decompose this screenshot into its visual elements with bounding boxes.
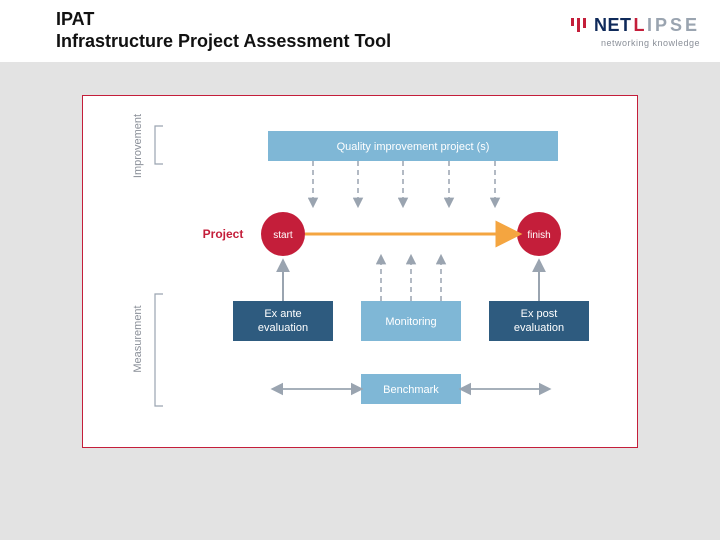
svg-text:evaluation: evaluation bbox=[258, 322, 308, 334]
logo-ipse: IPSE bbox=[647, 15, 700, 36]
svg-text:Ex post: Ex post bbox=[521, 308, 558, 320]
title-line-2: Infrastructure Project Assessment Tool bbox=[56, 31, 391, 53]
logo-net: NET bbox=[594, 15, 632, 36]
svg-text:Ex ante: Ex ante bbox=[264, 308, 301, 320]
logo-top: NET L IPSE bbox=[571, 15, 700, 36]
logo-l: L bbox=[633, 15, 645, 36]
logo: NET L IPSE networking knowledge bbox=[571, 15, 700, 48]
svg-text:finish: finish bbox=[527, 230, 550, 241]
diagram: Quality improvement project (s) Ex ante ev… bbox=[93, 106, 627, 437]
diagram-canvas: Quality improvement project (s) Ex ante ev… bbox=[82, 95, 638, 448]
logo-bars-icon bbox=[571, 18, 586, 32]
svg-text:Quality improvement project (s: Quality improvement project (s) bbox=[337, 141, 490, 153]
svg-text:start: start bbox=[273, 230, 293, 241]
logo-subtitle: networking knowledge bbox=[601, 38, 700, 48]
title-block: IPAT Infrastructure Project Assessment T… bbox=[56, 9, 391, 52]
header-bar: IPAT Infrastructure Project Assessment T… bbox=[0, 0, 720, 62]
svg-text:Measurement: Measurement bbox=[132, 305, 144, 372]
svg-text:Benchmark: Benchmark bbox=[383, 384, 439, 396]
svg-text:Improvement: Improvement bbox=[132, 114, 144, 178]
svg-text:evaluation: evaluation bbox=[514, 322, 564, 334]
svg-text:Monitoring: Monitoring bbox=[385, 316, 436, 328]
svg-text:Project: Project bbox=[203, 227, 244, 241]
diagram-svg: Quality improvement project (s) Ex ante ev… bbox=[93, 106, 629, 439]
title-line-1: IPAT bbox=[56, 9, 391, 31]
